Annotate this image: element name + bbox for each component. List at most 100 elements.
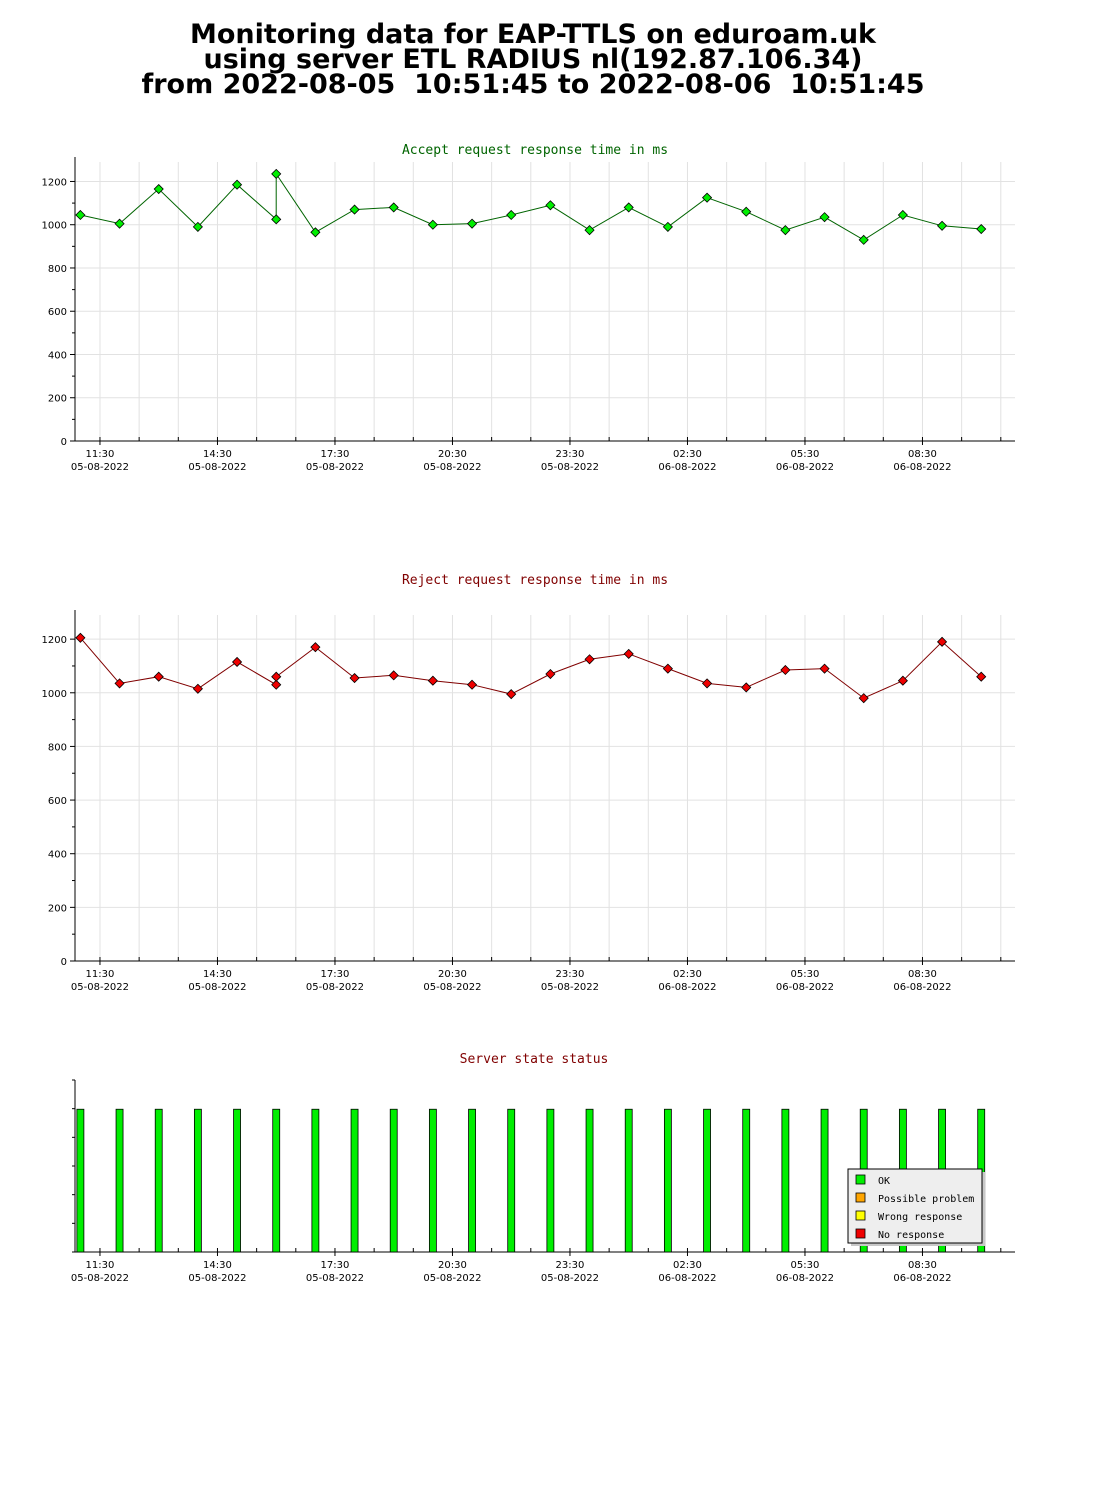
x-tick-label-date: 06-08-2022 xyxy=(893,462,951,473)
data-point xyxy=(506,209,517,221)
data-point xyxy=(741,206,752,217)
x-tick-label-time: 08:30 xyxy=(908,969,937,980)
data-point xyxy=(114,218,125,229)
y-tick-label: 600 xyxy=(48,307,67,318)
legend-label: OK xyxy=(878,1176,890,1187)
status-bar xyxy=(781,1108,790,1253)
x-tick-label-date: 05-08-2022 xyxy=(306,462,364,473)
status-bar xyxy=(311,1108,320,1253)
legend-label: Possible problem xyxy=(878,1194,974,1205)
status-bar xyxy=(546,1108,555,1253)
data-point xyxy=(819,663,830,674)
x-tick-label-date: 05-08-2022 xyxy=(541,462,599,473)
data-point xyxy=(976,223,987,235)
x-tick-label-time: 05:30 xyxy=(791,449,820,460)
x-tick-label-time: 20:30 xyxy=(438,1260,467,1271)
data-point xyxy=(545,200,556,211)
y-tick-label: 1000 xyxy=(42,221,67,232)
data-point xyxy=(858,693,869,704)
x-tick-label-date: 06-08-2022 xyxy=(893,1273,951,1284)
status-bar xyxy=(350,1108,359,1253)
status-bar xyxy=(193,1108,202,1253)
x-tick-label-time: 20:30 xyxy=(438,969,467,980)
legend-swatch xyxy=(855,1192,866,1203)
x-tick-label-date: 05-08-2022 xyxy=(423,1273,481,1284)
x-tick-label-time: 02:30 xyxy=(673,449,702,460)
status-bar xyxy=(272,1108,281,1253)
data-point xyxy=(231,179,243,190)
chart-title: Accept request response time in ms xyxy=(402,143,668,158)
status-bar xyxy=(703,1108,711,1253)
legend-swatch xyxy=(855,1228,866,1239)
data-point xyxy=(427,219,438,230)
data-point xyxy=(75,632,86,643)
data-point xyxy=(741,682,752,693)
x-tick-label-date: 06-08-2022 xyxy=(658,982,716,993)
data-point xyxy=(75,209,86,221)
status-bar xyxy=(585,1108,594,1253)
accept-response-chart: Accept request response time in ms 0 200 40… xyxy=(42,143,1015,473)
x-tick-label-time: 11:30 xyxy=(86,449,115,460)
legend-swatch xyxy=(855,1174,866,1185)
status-bar xyxy=(742,1108,751,1253)
status-bar xyxy=(233,1108,241,1253)
legend-box xyxy=(847,1168,983,1244)
chart-title: Reject request response time in ms xyxy=(402,573,668,588)
data-point xyxy=(349,672,360,684)
status-bar xyxy=(428,1108,437,1253)
legend-label: Wrong response xyxy=(878,1212,962,1223)
x-tick-label-date: 06-08-2022 xyxy=(776,982,834,993)
data-point xyxy=(662,663,673,674)
x-tick-label-time: 17:30 xyxy=(321,969,350,980)
x-tick-label-date: 05-08-2022 xyxy=(188,982,246,993)
y-tick-label: 1200 xyxy=(42,635,67,646)
data-point xyxy=(466,679,478,690)
data-point xyxy=(310,227,321,238)
status-bar xyxy=(389,1108,398,1253)
x-tick-label-date: 05-08-2022 xyxy=(306,982,364,993)
x-tick-label-date: 05-08-2022 xyxy=(71,982,129,993)
x-tick-label-date: 05-08-2022 xyxy=(541,982,599,993)
x-tick-label-date: 05-08-2022 xyxy=(188,462,246,473)
y-tick-label: 200 xyxy=(48,903,67,914)
y-tick-label: 1200 xyxy=(42,177,67,188)
x-tick-label-date: 05-08-2022 xyxy=(71,462,129,473)
data-point xyxy=(271,671,282,682)
x-tick-label-date: 06-08-2022 xyxy=(893,982,951,993)
data-point xyxy=(231,656,243,668)
data-point xyxy=(310,642,321,653)
x-tick-label-date: 06-08-2022 xyxy=(776,1273,834,1284)
x-tick-label-date: 06-08-2022 xyxy=(658,462,716,473)
data-point xyxy=(114,678,125,689)
data-point xyxy=(271,214,282,225)
status-bar xyxy=(115,1108,124,1253)
data-point xyxy=(936,636,948,647)
x-tick-label-time: 08:30 xyxy=(908,1260,937,1271)
data-point xyxy=(466,218,478,229)
page-title-line-3: from 2022-08-05 10:51:45 to 2022-08-06 1… xyxy=(141,69,925,100)
x-tick-label-time: 23:30 xyxy=(556,969,585,980)
x-tick-label-date: 06-08-2022 xyxy=(658,1273,716,1284)
y-tick-label: 400 xyxy=(48,350,67,361)
data-point xyxy=(584,225,595,236)
x-tick-label-time: 05:30 xyxy=(791,969,820,980)
data-point xyxy=(936,220,948,231)
x-tick-label-time: 08:30 xyxy=(908,449,937,460)
page-title-line-2: using server ETL RADIUS nl(192.87.106.34… xyxy=(203,44,863,75)
status-bar xyxy=(624,1108,633,1253)
data-point xyxy=(897,675,908,686)
data-point xyxy=(349,204,360,215)
x-tick-label-time: 14:30 xyxy=(203,1260,232,1271)
data-point xyxy=(819,212,830,223)
x-tick-label-time: 02:30 xyxy=(673,1260,702,1271)
data-point xyxy=(701,192,713,203)
y-tick-label: 400 xyxy=(48,850,67,861)
server-state-chart: Server state status 11:30 05-08-2022 14:30 0… xyxy=(71,1052,1015,1284)
x-tick-label-date: 05-08-2022 xyxy=(541,1273,599,1284)
legend-label: No response xyxy=(878,1230,944,1241)
x-tick-label-time: 14:30 xyxy=(203,969,232,980)
status-bar xyxy=(76,1108,85,1253)
y-tick-label: 600 xyxy=(48,796,67,807)
x-tick-label-date: 05-08-2022 xyxy=(423,982,481,993)
data-point xyxy=(623,202,634,213)
